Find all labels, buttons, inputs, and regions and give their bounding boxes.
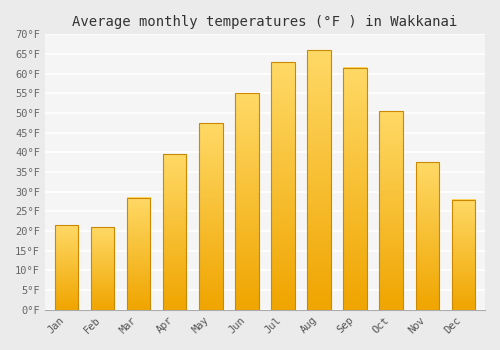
Bar bbox=[416, 162, 439, 310]
Bar bbox=[127, 198, 150, 310]
Bar bbox=[235, 93, 258, 310]
Bar bbox=[380, 111, 403, 310]
Bar bbox=[91, 227, 114, 310]
Bar bbox=[163, 154, 186, 310]
Bar bbox=[344, 68, 367, 310]
Bar bbox=[199, 123, 222, 310]
Bar bbox=[55, 225, 78, 310]
Bar bbox=[271, 62, 294, 310]
Bar bbox=[308, 50, 331, 310]
Bar bbox=[452, 199, 475, 310]
Title: Average monthly temperatures (°F ) in Wakkanai: Average monthly temperatures (°F ) in Wa… bbox=[72, 15, 458, 29]
